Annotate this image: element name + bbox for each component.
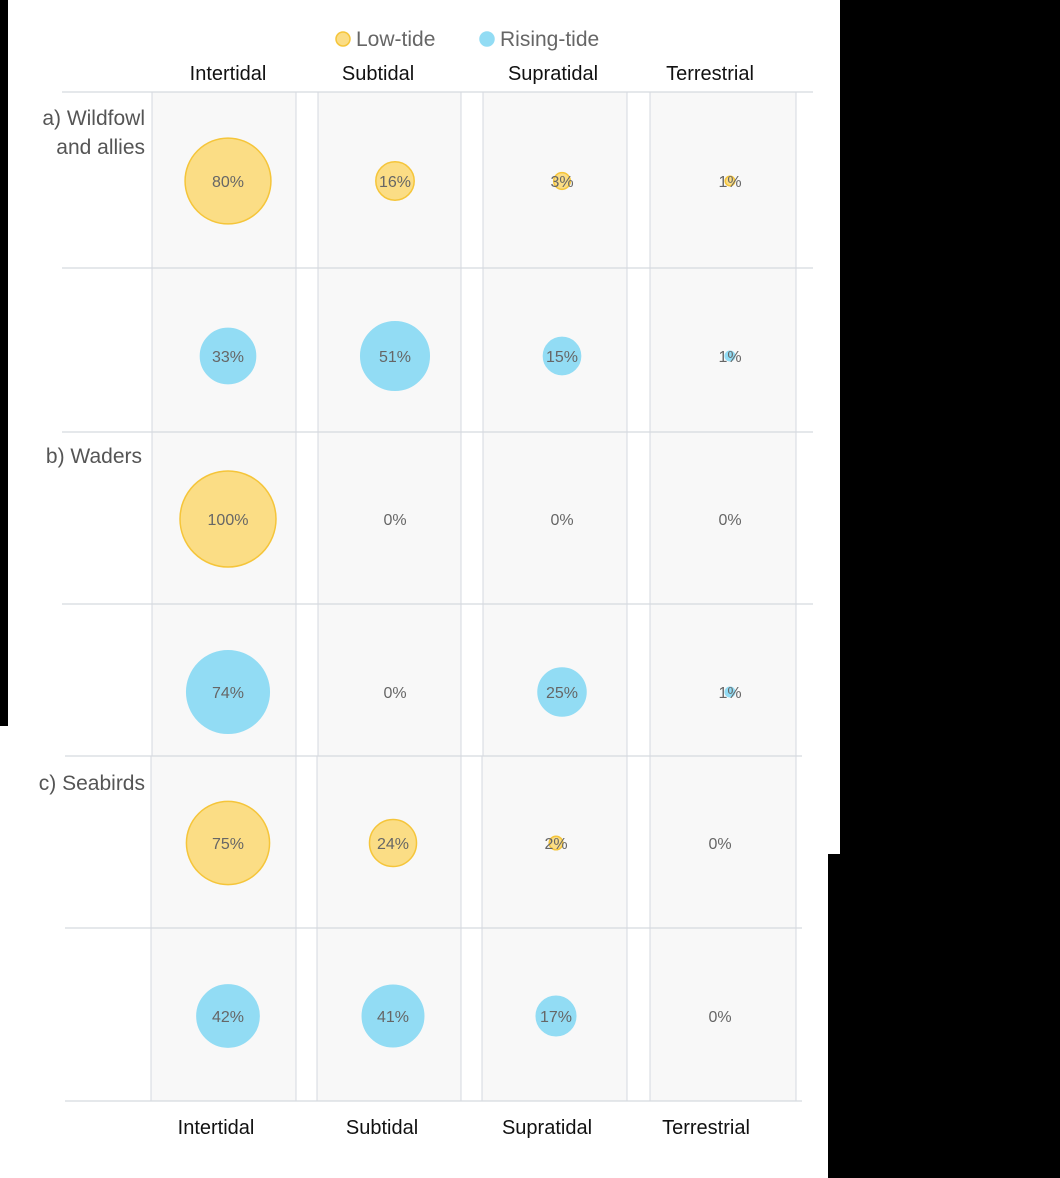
data-label-rising-intertidal: 33%	[212, 349, 244, 366]
panel-label-b-waders: b) Waders	[46, 445, 142, 468]
bubble-rising-terrestrial	[724, 686, 736, 698]
data-label-low-terrestrial: 0%	[708, 836, 731, 853]
data-label-rising-terrestrial: 0%	[708, 1009, 731, 1026]
panel-label-c-seabirds: c) Seabirds	[39, 772, 145, 795]
legend-marker-low	[335, 31, 351, 47]
cell-background	[649, 91, 797, 269]
data-label-low-subtidal: 24%	[377, 836, 409, 853]
panel-label-line: c) Seabirds	[39, 772, 145, 795]
data-label-rising-subtidal: 0%	[383, 685, 406, 702]
bubble-rising-intertidal	[199, 327, 257, 385]
bubble-rising-intertidal	[185, 649, 271, 735]
bubble-low-terrestrial	[724, 175, 736, 187]
data-label-low-intertidal: 80%	[212, 174, 244, 191]
data-label-rising-terrestrial: 1%	[718, 349, 741, 366]
panel-label-line: and allies	[56, 136, 145, 159]
legend-marker-rising	[479, 31, 495, 47]
bubble-low-intertidal	[185, 800, 271, 886]
column-footer-intertidal: Intertidal	[178, 1117, 255, 1139]
data-label-rising-supratidal: 25%	[546, 685, 578, 702]
data-label-rising-supratidal: 17%	[540, 1009, 572, 1026]
bubble-rising-subtidal	[359, 320, 431, 392]
data-label-low-terrestrial: 0%	[718, 512, 741, 529]
bubble-low-subtidal	[368, 818, 418, 868]
column-footer-subtidal: Subtidal	[346, 1117, 418, 1139]
cell-background	[482, 431, 628, 605]
bubble-low-intertidal	[184, 137, 272, 225]
cell-background	[317, 603, 462, 757]
bubble-rising-subtidal	[361, 984, 425, 1048]
bubble-low-subtidal	[375, 161, 415, 201]
data-label-low-intertidal: 75%	[212, 836, 244, 853]
data-label-low-intertidal: 100%	[208, 512, 249, 529]
cell-background	[649, 431, 797, 605]
cell-background	[317, 431, 462, 605]
column-header-supratidal: Supratidal	[508, 63, 598, 85]
data-label-low-subtidal: 0%	[383, 512, 406, 529]
bubble-low-supratidal	[552, 171, 572, 191]
data-label-rising-intertidal: 74%	[212, 685, 244, 702]
data-label-low-supratidal: 0%	[550, 512, 573, 529]
bubble-rising-supratidal	[535, 995, 577, 1037]
cell-background	[649, 603, 797, 757]
column-header-intertidal: Intertidal	[190, 63, 267, 85]
bubble-low-intertidal	[179, 470, 277, 568]
data-label-rising-subtidal: 41%	[377, 1009, 409, 1026]
bubble-rising-supratidal	[542, 336, 582, 376]
bubble-rising-intertidal	[196, 984, 260, 1048]
panel-label-line: b) Waders	[46, 445, 142, 468]
column-footer-terrestrial: Terrestrial	[662, 1117, 750, 1139]
bubble-rising-terrestrial	[724, 350, 736, 362]
panel-label-line: a) Wildfowl	[42, 107, 145, 130]
panel-label-a-wildfowl: a) Wildfowl and allies	[42, 107, 145, 159]
data-label-low-supratidal: 2%	[544, 836, 567, 853]
data-label-rising-supratidal: 15%	[546, 349, 578, 366]
data-label-low-terrestrial: 1%	[718, 174, 741, 191]
cell-background	[649, 755, 797, 929]
data-label-rising-subtidal: 51%	[379, 349, 411, 366]
legend-label-low: Low-tide	[356, 28, 435, 51]
bubble-low-supratidal	[548, 835, 564, 851]
column-footer-supratidal: Supratidal	[502, 1117, 592, 1139]
column-header-terrestrial: Terrestrial	[666, 63, 754, 85]
legend-label-rising: Rising-tide	[500, 28, 599, 51]
column-header-subtidal: Subtidal	[342, 63, 414, 85]
data-label-low-subtidal: 16%	[379, 174, 411, 191]
data-label-rising-terrestrial: 1%	[718, 685, 741, 702]
data-label-rising-intertidal: 42%	[212, 1009, 244, 1026]
data-label-low-supratidal: 3%	[550, 174, 573, 191]
bubble-rising-supratidal	[537, 667, 587, 717]
cell-background	[649, 267, 797, 433]
